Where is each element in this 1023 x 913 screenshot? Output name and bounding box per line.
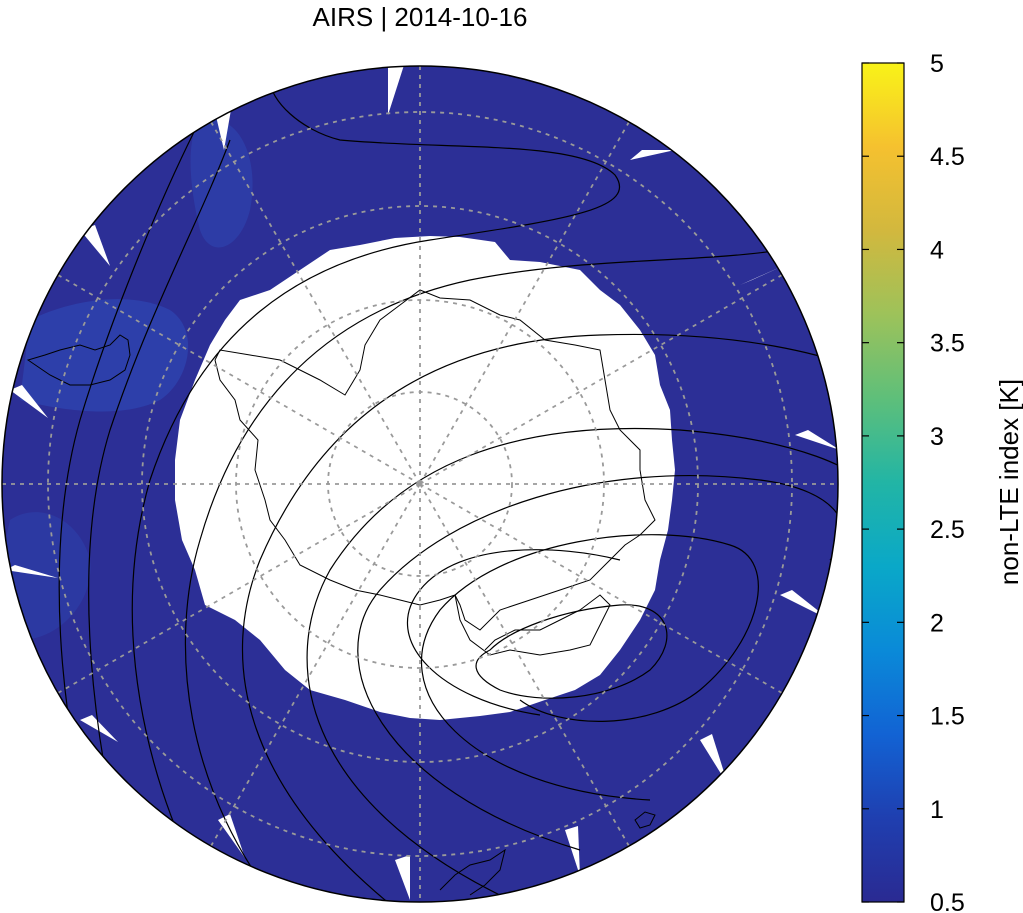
island-coastline [634,811,656,829]
colorbar-tick-label: 5 [930,50,944,78]
colorbar-tick-label: 1 [930,796,944,824]
antarctic-peninsula-coastline [454,594,611,656]
colorbar-gradient [861,62,905,903]
elevated-index-region [190,118,253,248]
graticule [2,66,838,902]
colorbar-tick-label: 4.5 [930,143,965,171]
colorbar-label: non-LTE index [K] [994,379,1023,585]
colorbar: 0.5 1 1.5 2 2.5 3 3.5 4 4.5 5 non-LTE index [K] [861,50,1023,913]
antarctica-coastline [214,289,656,631]
no-data-region [175,236,675,720]
map-boundary [1,65,839,903]
south-america-coastline [26,334,131,386]
colorbar-tick-label: 1.5 [930,703,965,731]
coastlines [26,289,656,896]
new-zealand-coastline [439,848,506,896]
colorbar-tick-label: 2.5 [930,516,965,544]
colorbar-tick-label: 0.5 [930,889,965,913]
colorbar-tick-label: 2 [930,609,944,637]
colorbar-tick-label: 3.5 [930,330,965,358]
colorbar-ticks: 0.5 1 1.5 2 2.5 3 3.5 4 4.5 5 [862,50,965,913]
colorbar-tick-label: 4 [930,236,944,264]
colorbar-tick-label: 3 [930,423,944,451]
map-title: AIRS | 2014-10-16 [312,2,528,32]
map-area [2,66,838,902]
